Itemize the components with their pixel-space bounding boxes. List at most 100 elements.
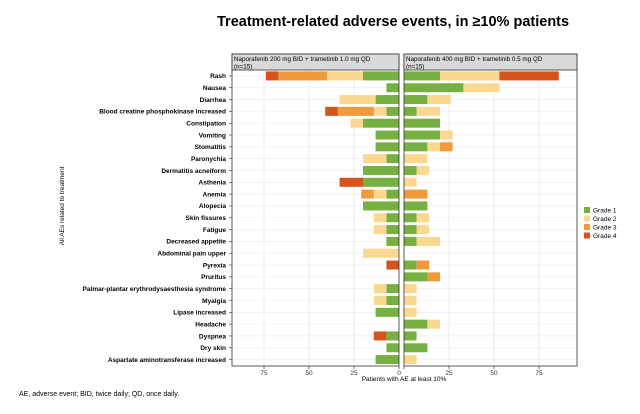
- bar-segment: [375, 355, 399, 365]
- bar-segment: [404, 130, 440, 140]
- bar-segment: [416, 213, 430, 223]
- bar-segment: [337, 106, 374, 116]
- bar-segment: [386, 225, 399, 235]
- bar-segment: [373, 225, 387, 235]
- bar-segment: [327, 71, 363, 81]
- bar-segment: [404, 272, 428, 282]
- category-label: Stomatitis: [195, 144, 227, 151]
- bar-segment: [404, 83, 464, 93]
- left-panel-header: [231, 53, 400, 71]
- category-label: Anemia: [203, 191, 227, 198]
- right-panel-n: (n=15): [406, 64, 424, 71]
- category-label: Blood creatine phosphokinase increased: [99, 109, 226, 116]
- bar-segment: [363, 154, 387, 164]
- x-tick-label: 25: [350, 370, 358, 377]
- bar-segment: [416, 165, 430, 175]
- category-label: Fatigue: [203, 227, 226, 234]
- bar-segment: [404, 95, 428, 105]
- bar-segment: [463, 83, 500, 93]
- bar-segment: [375, 95, 399, 105]
- category-labels: Rash Nausea Diarrhea Blood creatine phospho…: [83, 73, 232, 364]
- category-label: Palmar-plantar erythrodysaesthesia syndr…: [83, 286, 227, 293]
- category-label: Dermatitis acneiform: [161, 168, 226, 175]
- bar-segment: [265, 71, 279, 81]
- category-label: Myalgia: [202, 298, 226, 305]
- bar-segment: [278, 71, 327, 81]
- category-label: Pruritus: [201, 274, 226, 281]
- bar-segment: [404, 295, 417, 305]
- x-tick-label: 75: [260, 370, 268, 377]
- bar-segment: [386, 189, 399, 199]
- bar-segment: [363, 118, 399, 128]
- bar-segment: [427, 272, 440, 282]
- bar-segment: [386, 284, 399, 294]
- bar-segment: [416, 225, 430, 235]
- category-label: Alopecia: [199, 203, 226, 210]
- chart-title: Treatment-related adverse events, in ≥10…: [217, 14, 570, 30]
- category-label: Skin fissures: [186, 215, 227, 222]
- right-panel-header: [403, 53, 578, 71]
- x-tick-label: 50: [490, 370, 498, 377]
- bars: [265, 71, 559, 365]
- bar-segment: [339, 177, 363, 187]
- bar-segment: [404, 165, 417, 175]
- bar-segment: [363, 201, 399, 211]
- bar-segment: [350, 118, 363, 128]
- bar-segment: [361, 189, 374, 199]
- bar-segment: [404, 106, 417, 116]
- bar-segment: [386, 260, 399, 270]
- x-tick-label: 75: [535, 370, 543, 377]
- x-axis: 75 50 25 0 25 50 75: [260, 366, 543, 377]
- bar-segment: [386, 106, 399, 116]
- category-label: Lipase increased: [173, 310, 226, 317]
- bar-segment: [404, 343, 428, 353]
- category-label: Dyspnea: [199, 333, 226, 340]
- legend-swatch: [584, 207, 590, 213]
- bar-segment: [325, 106, 338, 116]
- bar-segment: [416, 236, 440, 246]
- category-label: Pyrexia: [203, 262, 227, 269]
- bar-segment: [386, 236, 399, 246]
- footnote: AE, adverse event; BID, twice daily; QD,…: [19, 391, 180, 398]
- bar-segment: [404, 118, 440, 128]
- category-label: Vomiting: [199, 132, 226, 139]
- category-label: Abdominal pain upper: [157, 251, 226, 258]
- bar-segment: [363, 165, 399, 175]
- legend-swatch: [584, 232, 590, 239]
- x-tick-label: 25: [445, 370, 453, 377]
- bar-segment: [373, 295, 387, 305]
- category-label: Decreased appetite: [166, 239, 226, 246]
- bar-segment: [339, 95, 376, 105]
- bar-segment: [440, 142, 453, 152]
- bar-segment: [440, 130, 453, 140]
- bar-segment: [375, 307, 399, 317]
- category-label: Nausea: [203, 85, 227, 92]
- y-axis-label: All AEs related to treatment: [59, 166, 66, 245]
- category-label: Rash: [210, 73, 226, 80]
- bar-segment: [404, 355, 417, 365]
- bar-segment: [404, 154, 428, 164]
- bar-segment: [416, 106, 440, 116]
- bar-segment: [404, 236, 417, 246]
- right-panel-title: Naporafenib 400 mg BID + trametinib 0.5 …: [406, 56, 543, 63]
- bar-segment: [386, 83, 399, 93]
- bar-segment: [373, 189, 387, 199]
- bar-segment: [363, 177, 399, 187]
- bar-segment: [427, 95, 451, 105]
- legend-label: Grade 1: [593, 208, 617, 215]
- bar-segment: [499, 71, 559, 81]
- bar-segment: [404, 71, 440, 81]
- bar-segment: [386, 295, 399, 305]
- bar-segment: [404, 142, 428, 152]
- bar-segment: [375, 142, 399, 152]
- bar-segment: [386, 343, 399, 353]
- legend-swatch: [584, 224, 590, 230]
- bar-segment: [363, 248, 399, 258]
- bar-segment: [440, 71, 500, 81]
- bar-segment: [404, 225, 417, 235]
- category-label: Asthenia: [199, 180, 227, 187]
- left-panel-title: Naporafenib 200 mg BID + trametinib 1.0 …: [234, 56, 371, 63]
- bar-segment: [363, 71, 399, 81]
- bar-segment: [404, 201, 428, 211]
